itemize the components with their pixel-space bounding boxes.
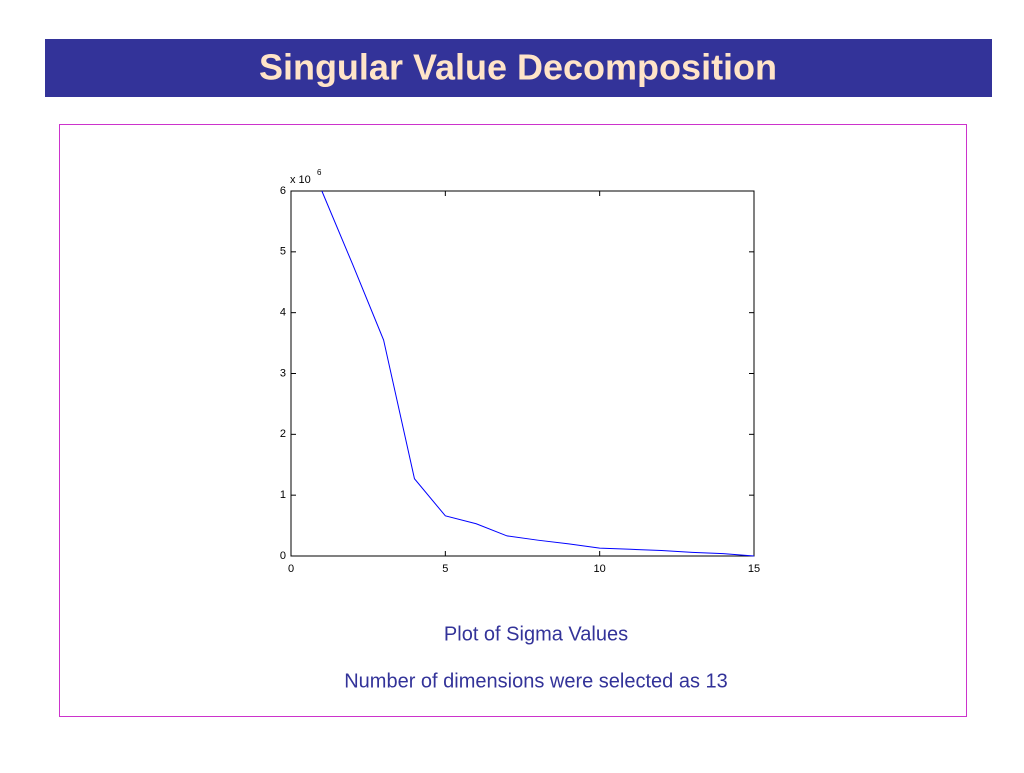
y-multiplier-base: x 10 xyxy=(290,174,311,186)
y-tick-label: 4 xyxy=(280,307,286,319)
plot-box xyxy=(290,190,755,557)
y-tick-label: 1 xyxy=(280,489,286,501)
content-frame xyxy=(59,124,967,717)
x-tick-label: 0 xyxy=(288,563,294,575)
caption: Number of dimensions were selected as 13 xyxy=(344,670,728,692)
y-tick-label: 5 xyxy=(280,246,286,258)
y-tick-label: 6 xyxy=(280,185,286,197)
title-bar xyxy=(45,39,992,97)
y-tick-label: 3 xyxy=(280,367,286,379)
y-multiplier-exponent: 6 xyxy=(317,168,322,177)
data-line xyxy=(321,190,755,557)
x-tick-label: 10 xyxy=(594,563,606,575)
caption: Plot of Sigma Values xyxy=(444,623,628,645)
y-tick-label: 0 xyxy=(280,550,286,562)
slide-title: Singular Value Decomposition xyxy=(259,47,777,88)
x-tick-label: 15 xyxy=(748,563,760,575)
x-tick-label: 5 xyxy=(442,563,448,575)
y-tick-label: 2 xyxy=(280,428,286,440)
